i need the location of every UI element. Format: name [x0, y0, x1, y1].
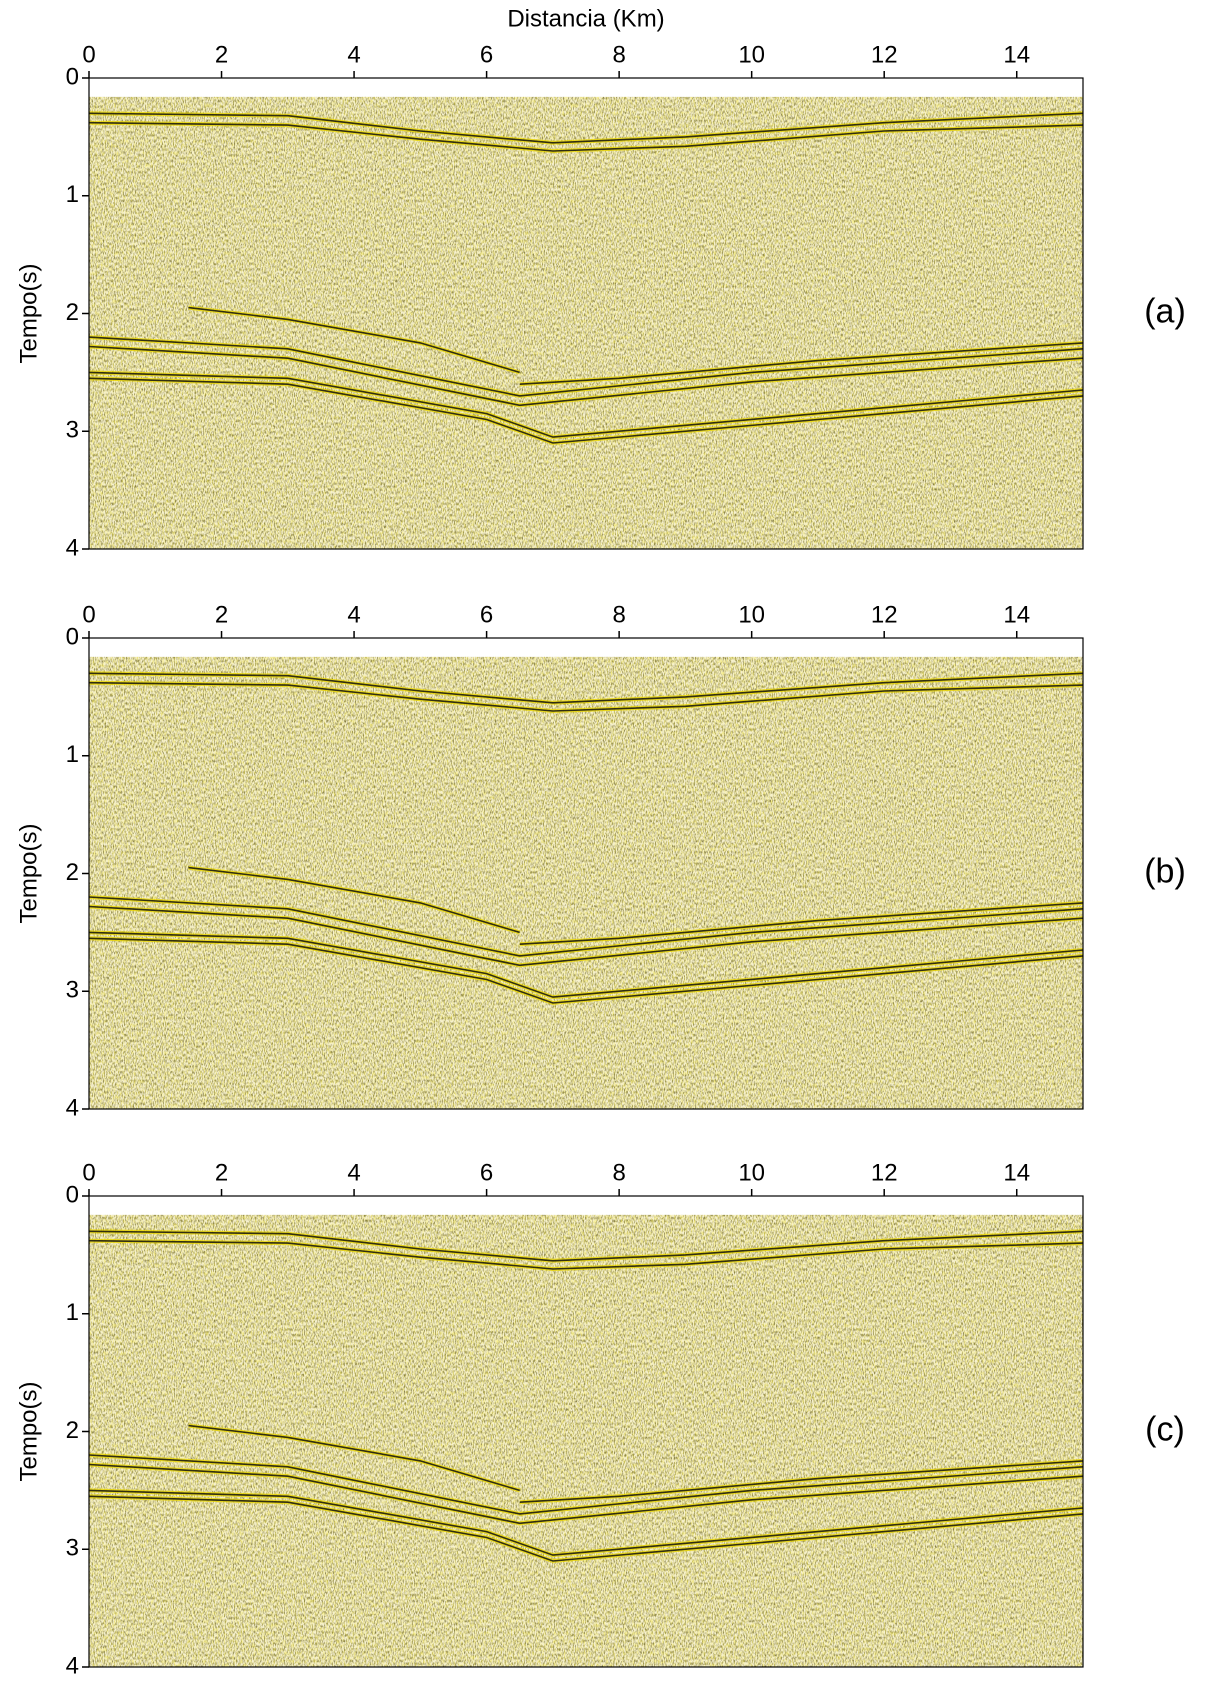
- y-axis-label: Tempo(s): [15, 263, 42, 363]
- x-tick-label: 12: [871, 41, 898, 68]
- reflector: [88, 377, 1084, 444]
- reflector: [88, 1463, 1084, 1525]
- y-tick-label: 3: [66, 417, 79, 444]
- y-tick-label: 4: [66, 1652, 79, 1679]
- reflector: [88, 371, 1084, 438]
- x-tick-label: 6: [480, 41, 493, 68]
- x-tick-label: 2: [215, 1159, 228, 1186]
- seismic-panel: [88, 1196, 1084, 1667]
- reflector: [88, 1239, 1084, 1270]
- reflector: [188, 306, 520, 374]
- y-tick-label: 4: [66, 534, 79, 561]
- x-tick-label: 4: [347, 1159, 360, 1186]
- panel-label: (a): [1144, 292, 1186, 330]
- y-axis-label: Tempo(s): [15, 1381, 42, 1481]
- y-tick-label: 3: [66, 977, 79, 1004]
- reflector: [519, 342, 1084, 385]
- x-tick-label: 8: [612, 1159, 625, 1186]
- reflector: [88, 1454, 1084, 1515]
- panel-label: (c): [1145, 1410, 1185, 1448]
- reflector: [519, 1460, 1084, 1503]
- y-tick-label: 0: [66, 623, 79, 650]
- x-tick-label: 0: [82, 1159, 95, 1186]
- y-tick-label: 1: [66, 1299, 79, 1326]
- x-tick-label: 6: [480, 601, 493, 628]
- x-tick-label: 4: [347, 41, 360, 68]
- reflector: [88, 121, 1084, 152]
- reflector: [88, 345, 1084, 407]
- reflector: [88, 112, 1084, 144]
- x-tick-label: 14: [1003, 41, 1030, 68]
- x-axis-label: Distancia (Km): [507, 5, 664, 32]
- y-tick-label: 0: [66, 63, 79, 90]
- x-tick-label: 0: [82, 41, 95, 68]
- seismic-panel: [88, 638, 1084, 1109]
- x-tick-label: 14: [1003, 601, 1030, 628]
- y-tick-label: 2: [66, 299, 79, 326]
- y-tick-label: 0: [66, 1181, 79, 1208]
- x-tick-label: 10: [738, 1159, 765, 1186]
- reflector: [88, 1495, 1084, 1562]
- reflector: [88, 336, 1084, 397]
- x-tick-label: 10: [738, 41, 765, 68]
- x-tick-label: 8: [612, 601, 625, 628]
- x-tick-label: 12: [871, 1159, 898, 1186]
- reflector: [88, 905, 1084, 967]
- x-tick-label: 10: [738, 601, 765, 628]
- reflector: [88, 1230, 1084, 1262]
- y-tick-label: 1: [66, 181, 79, 208]
- y-tick-label: 4: [66, 1094, 79, 1121]
- x-tick-label: 4: [347, 601, 360, 628]
- water-column: [89, 1196, 1083, 1215]
- reflector: [88, 1489, 1084, 1556]
- seismic-panel: [88, 78, 1084, 549]
- x-tick-label: 6: [480, 1159, 493, 1186]
- y-tick-label: 2: [66, 1417, 79, 1444]
- panel-label: (b): [1144, 852, 1186, 890]
- reflector: [519, 902, 1084, 945]
- x-tick-label: 0: [82, 601, 95, 628]
- reflector: [188, 866, 520, 934]
- reflector: [88, 681, 1084, 712]
- y-tick-label: 1: [66, 741, 79, 768]
- y-axis-label: Tempo(s): [15, 823, 42, 923]
- water-column: [89, 78, 1083, 97]
- x-tick-label: 12: [871, 601, 898, 628]
- x-tick-label: 14: [1003, 1159, 1030, 1186]
- reflector: [88, 937, 1084, 1004]
- y-tick-label: 2: [66, 859, 79, 886]
- reflector: [88, 672, 1084, 704]
- x-tick-label: 2: [215, 41, 228, 68]
- reflector: [88, 931, 1084, 998]
- x-tick-label: 8: [612, 41, 625, 68]
- reflector: [188, 1424, 520, 1492]
- y-tick-label: 3: [66, 1535, 79, 1562]
- water-column: [89, 638, 1083, 657]
- x-tick-label: 2: [215, 601, 228, 628]
- reflector: [88, 896, 1084, 957]
